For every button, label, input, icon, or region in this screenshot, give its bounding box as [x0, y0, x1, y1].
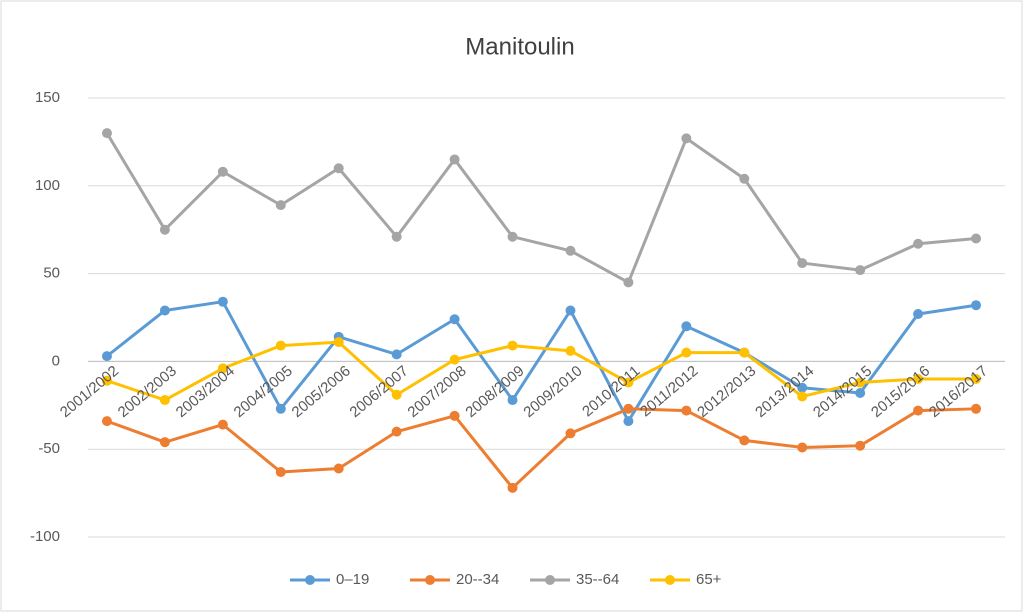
data-point — [623, 403, 634, 414]
data-point — [971, 373, 982, 384]
data-point — [623, 277, 634, 288]
data-point — [391, 426, 402, 437]
data-point — [101, 416, 112, 427]
data-point — [855, 265, 866, 276]
data-point — [333, 163, 344, 174]
data-point — [797, 442, 808, 453]
data-point — [855, 388, 866, 399]
data-point — [797, 391, 808, 402]
data-point — [333, 463, 344, 474]
data-point — [101, 351, 112, 362]
data-point — [275, 200, 286, 211]
data-point — [217, 296, 228, 307]
data-point — [855, 377, 866, 388]
data-point — [971, 300, 982, 311]
data-point — [507, 231, 518, 242]
series-line — [105, 132, 977, 284]
data-point — [739, 173, 750, 184]
data-point — [449, 354, 460, 365]
data-point — [217, 363, 228, 374]
data-point — [217, 419, 228, 430]
legend-label: 0–19 — [336, 571, 369, 588]
data-point — [449, 314, 460, 325]
data-point — [101, 375, 112, 386]
data-point — [681, 321, 692, 332]
legend-marker — [425, 575, 435, 585]
legend-marker — [305, 575, 315, 585]
data-point — [855, 440, 866, 451]
data-point — [507, 340, 518, 351]
data-point — [739, 435, 750, 446]
y-tick-label: -100 — [30, 528, 60, 545]
legend-label: 65+ — [696, 571, 722, 588]
data-point — [623, 377, 634, 388]
data-point — [739, 347, 750, 358]
series-line — [106, 340, 977, 402]
data-point — [159, 305, 170, 316]
data-point — [333, 337, 344, 348]
data-point — [275, 403, 286, 414]
data-point — [565, 428, 576, 439]
data-point — [507, 482, 518, 493]
data-point — [449, 410, 460, 421]
data-point — [913, 405, 924, 416]
data-point — [913, 373, 924, 384]
data-point — [275, 467, 286, 478]
legend-label: 20--34 — [456, 571, 499, 588]
data-point — [681, 405, 692, 416]
data-point — [159, 395, 170, 406]
data-point — [913, 308, 924, 319]
y-tick-label: 100 — [35, 177, 60, 194]
legend-marker — [665, 575, 675, 585]
data-point — [565, 345, 576, 356]
data-point — [971, 233, 982, 244]
data-point — [971, 403, 982, 414]
data-point — [507, 395, 518, 406]
data-point — [391, 349, 402, 360]
data-point — [797, 258, 808, 269]
y-tick-label: 150 — [35, 89, 60, 106]
data-point — [391, 231, 402, 242]
legend-marker — [545, 575, 555, 585]
data-point — [159, 224, 170, 235]
chart-title: Manitoulin — [465, 33, 574, 60]
data-point — [623, 416, 634, 427]
data-point — [391, 389, 402, 400]
data-point — [275, 340, 286, 351]
data-point — [101, 128, 112, 139]
y-tick-label: 0 — [52, 352, 60, 369]
data-point — [449, 154, 460, 165]
data-point — [681, 133, 692, 144]
data-point — [681, 347, 692, 358]
y-tick-label: 50 — [43, 265, 60, 282]
data-point — [565, 245, 576, 256]
data-point — [797, 382, 808, 393]
data-point — [565, 305, 576, 316]
data-point — [159, 437, 170, 448]
data-point — [913, 238, 924, 249]
data-point — [217, 166, 228, 177]
series-line — [106, 407, 977, 490]
legend-label: 35--64 — [576, 571, 619, 588]
y-tick-label: -50 — [38, 440, 60, 457]
